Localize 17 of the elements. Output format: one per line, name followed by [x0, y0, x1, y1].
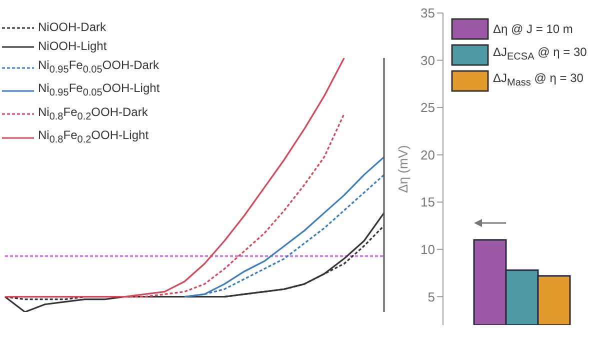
- legend-label: Ni$_{0.8}$Fe$_{0.2}$OOH-Light: [38, 127, 149, 148]
- y-tick-label: 30: [420, 52, 435, 68]
- y-tick-label: 25: [420, 100, 435, 116]
- y-tick-label: 5: [428, 289, 435, 304]
- y-axis-title: Δη (mV): [396, 145, 411, 193]
- legend-label: NiOOH-Dark: [38, 19, 106, 36]
- legend-label: NiOOH-Light: [38, 38, 107, 55]
- legend-label: ΔJ$_{ECSA}$ @ η = 30: [493, 44, 587, 64]
- y-tick-label: 10: [420, 242, 435, 257]
- legend-label: Δη @ J = 10 m: [493, 20, 573, 38]
- y-tick-label: 15: [420, 194, 435, 210]
- y-tick-label: 35: [420, 6, 435, 21]
- legend-label: Ni$_{0.8}$Fe$_{0.2}$OOH-Dark: [38, 104, 148, 124]
- legend-label: Ni$_{0.95}$Fe$_{0.05}$OOH-Light: [38, 80, 160, 101]
- y-tick-label: 20: [420, 147, 435, 162]
- legend-label: ΔJ$_{Mass}$ @ η = 30: [493, 70, 584, 91]
- legend-label: Ni$_{0.95}$Fe$_{0.05}$OOH-Dark: [38, 57, 159, 78]
